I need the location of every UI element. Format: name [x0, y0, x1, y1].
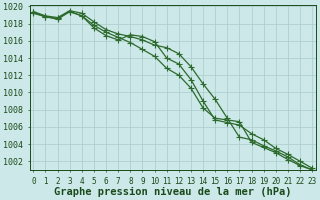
- X-axis label: Graphe pression niveau de la mer (hPa): Graphe pression niveau de la mer (hPa): [54, 187, 292, 197]
